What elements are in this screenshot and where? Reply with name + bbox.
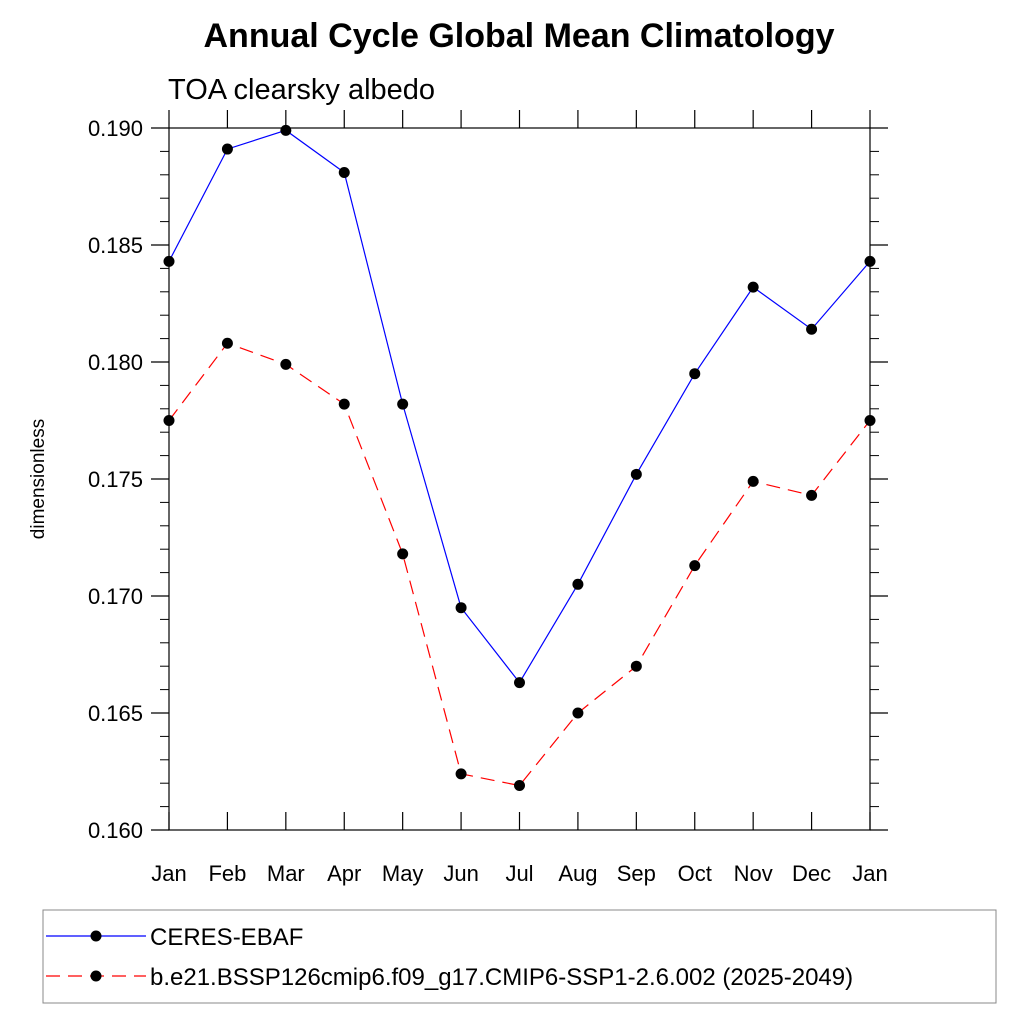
series-layer [163,124,876,792]
chart-subtitle: TOA clearsky albedo [168,74,435,106]
y-tick-label: 0.185 [88,233,143,258]
series-1-point [572,578,584,590]
legend: CERES-EBAF b.e21.BSSP126cmip6.f09_g17.CMI… [42,909,997,1004]
x-tick-label: Aug [558,861,597,886]
axes-frame [168,127,871,831]
x-tick-label: May [382,861,424,886]
legend-label-2: b.e21.BSSP126cmip6.f09_g17.CMIP6-SSP1-2.… [150,964,853,991]
plot-frame [168,127,871,831]
series-1-point [221,143,233,155]
series-line-2 [168,342,871,787]
series-2-point [455,768,467,780]
x-tick-label: Mar [267,861,305,886]
axis-tick-labels: 0.160 0.165 0.170 0.175 0.180 0.185 0.190 Jan Fe… [88,116,888,886]
x-tick-label: Jul [505,861,533,886]
series-1-point [163,255,175,267]
series-2-point [338,398,350,410]
legend-marker-2 [90,970,102,982]
y-tick-label: 0.165 [88,701,143,726]
chart-title: Annual Cycle Global Mean Climatology [204,17,835,55]
series-1-point [397,398,409,410]
legend-label-1: CERES-EBAF [150,924,303,951]
series-2-point [747,475,759,487]
series-2-point [280,358,292,370]
y-tick-label: 0.170 [88,584,143,609]
series-1-point [338,166,350,178]
x-tick-label: Nov [734,861,773,886]
y-tick-label: 0.175 [88,467,143,492]
x-tick-label: Oct [678,861,712,886]
series-2-point [806,489,818,501]
series-1-point [806,323,818,335]
series-2-point [163,415,175,426]
series-1-point [514,677,525,689]
y-tick-label: 0.160 [88,818,143,843]
series-1-point [455,602,467,614]
axis-ticks [151,110,888,831]
series-2-point [630,660,642,672]
series-1-point [864,255,876,267]
series-2-point [689,560,701,572]
legend-box [42,909,997,1004]
x-tick-label: Jun [443,861,478,886]
y-tick-label: 0.190 [88,116,143,141]
x-tick-label: Jan [151,861,186,886]
x-tick-label: Apr [327,861,361,886]
series-line-1 [168,129,871,684]
series-2-point [514,780,525,792]
x-tick-label: Jan [852,861,887,886]
series-2-point [864,415,876,426]
series-2-point [221,337,233,349]
series-2-point [397,548,409,560]
x-tick-label: Sep [617,861,656,886]
series-1-point [280,124,292,136]
y-tick-label: 0.180 [88,350,143,375]
x-tick-label: Dec [792,861,831,886]
series-1-point [630,468,642,480]
x-tick-label: Feb [208,861,246,886]
series-1-point [747,281,759,293]
series-2-point [572,707,584,719]
legend-marker-1 [90,930,102,942]
series-1-point [689,368,701,380]
y-axis-label: dimensionless [28,419,49,539]
